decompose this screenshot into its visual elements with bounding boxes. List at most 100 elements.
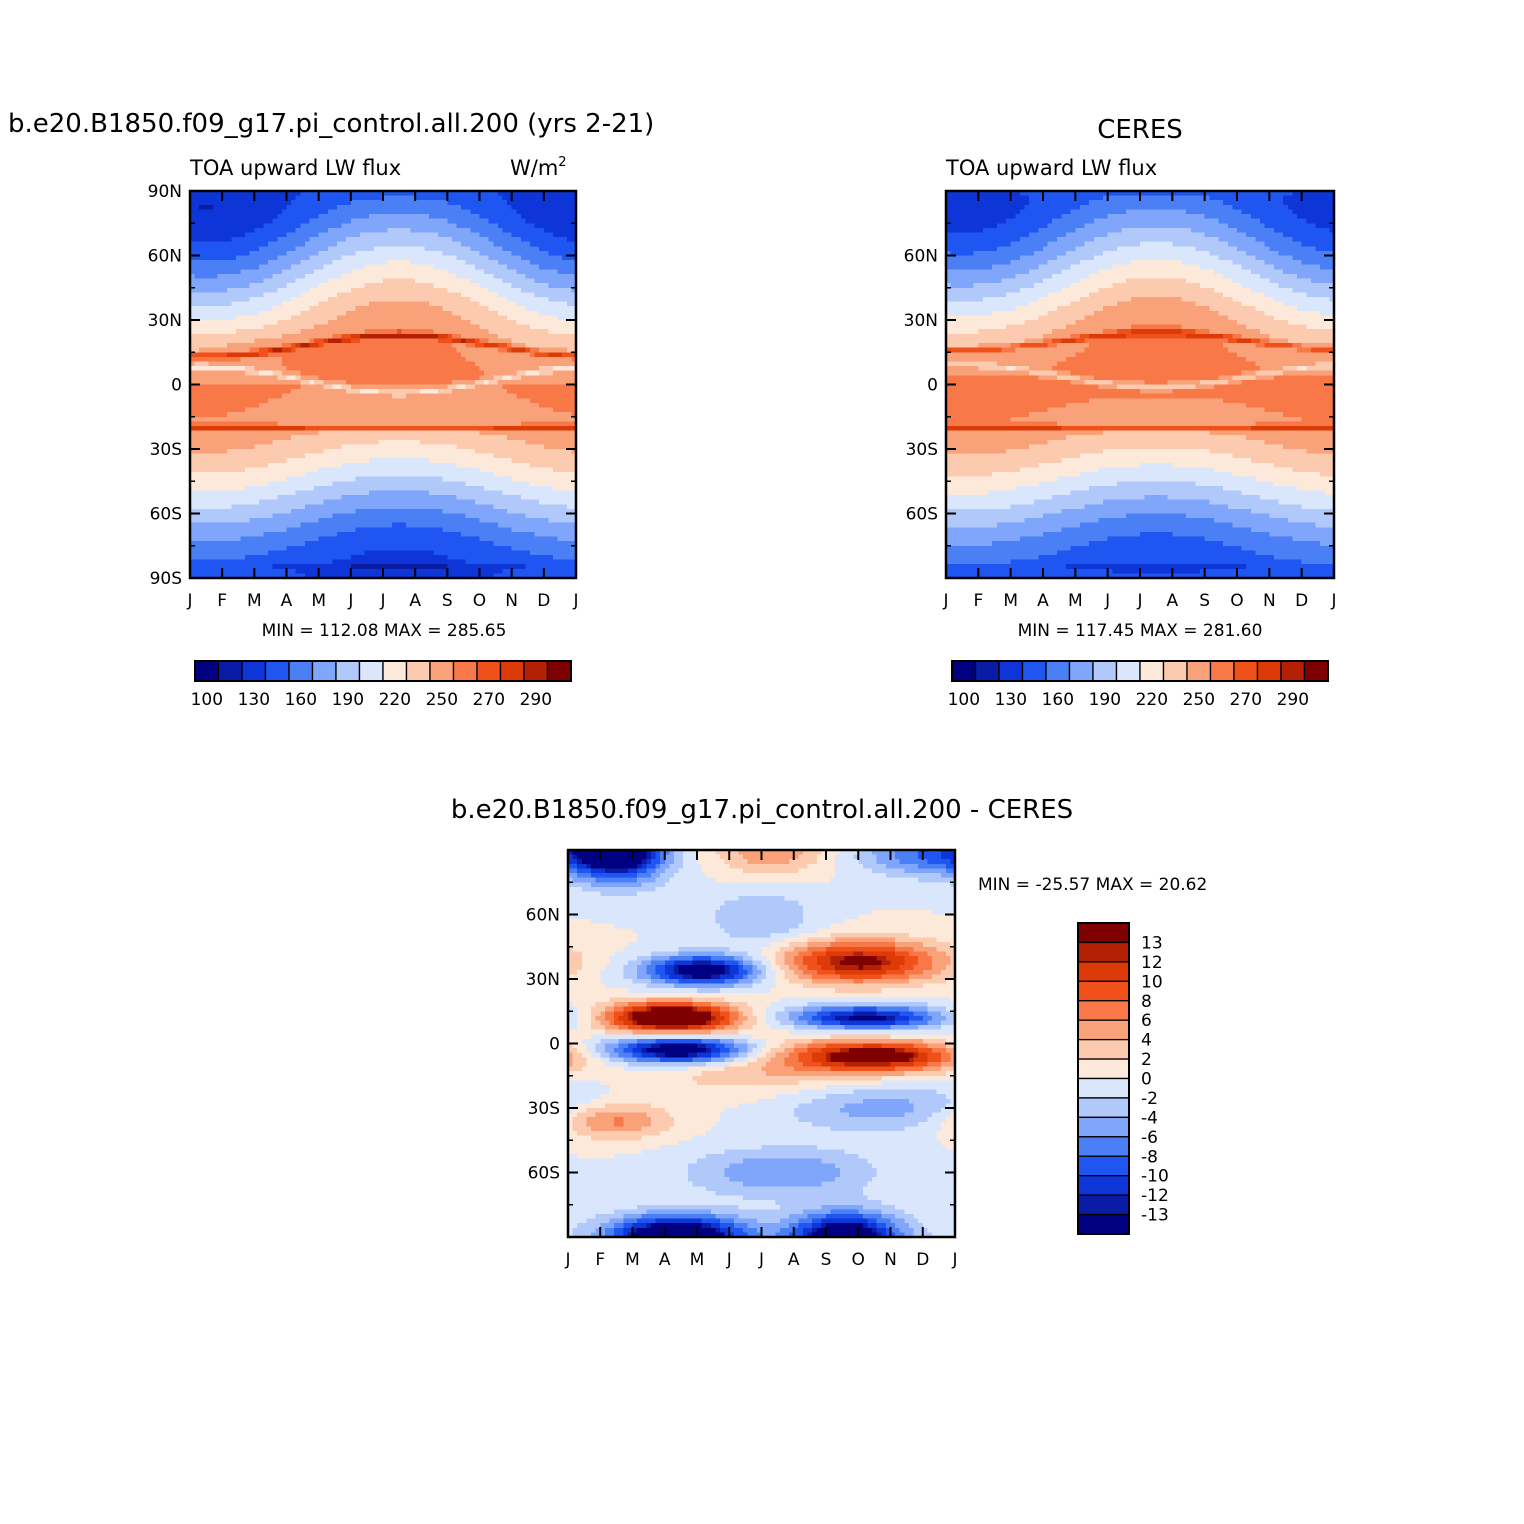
contour-cell <box>562 209 568 215</box>
contour-cell <box>291 218 297 224</box>
contour-cell <box>497 310 504 316</box>
contour-cell <box>268 389 274 395</box>
contour-cell <box>240 430 246 436</box>
contour-cell <box>557 260 563 266</box>
contour-cell <box>396 402 402 409</box>
contour-cell <box>364 352 370 358</box>
contour-cell <box>562 292 568 298</box>
contour-cell <box>222 306 228 312</box>
contour-cell <box>309 366 315 372</box>
contour-cell <box>493 324 499 330</box>
contour-cell <box>442 292 448 298</box>
contour-cell <box>451 315 458 321</box>
contour-cell <box>258 310 265 316</box>
contour-cell <box>502 237 508 243</box>
contour-cell <box>203 329 209 335</box>
contour-cell <box>203 260 209 266</box>
contour-cell <box>258 287 265 293</box>
contour-cell <box>373 250 380 257</box>
contour-cell <box>355 393 361 399</box>
contour-cell <box>304 449 311 455</box>
contour-cell <box>543 439 550 445</box>
contour-cell <box>212 416 219 422</box>
contour-cell <box>222 347 228 353</box>
contour-cell <box>254 237 260 243</box>
contour-cell <box>240 329 246 335</box>
contour-cell <box>199 393 205 399</box>
contour-cell <box>442 453 448 459</box>
contour-cell <box>360 338 366 344</box>
contour-cell <box>525 435 531 441</box>
contour-cell <box>415 430 421 436</box>
contour-cell <box>511 246 517 252</box>
contour-cell <box>566 361 573 367</box>
contour-cell <box>254 269 260 275</box>
contour-cell <box>341 287 347 293</box>
contour-cell <box>392 356 398 363</box>
contour-cell <box>461 407 467 413</box>
contour-cell <box>474 343 481 349</box>
contour-cell <box>286 223 292 229</box>
contour-cell <box>548 458 554 464</box>
contour-cell <box>401 398 407 404</box>
contour-cell <box>410 379 416 386</box>
contour-cell <box>254 292 260 298</box>
contour-cell <box>332 402 338 409</box>
contour-cell <box>304 425 311 432</box>
contour-cell <box>217 379 223 386</box>
contour-cell <box>222 439 228 445</box>
contour-cell <box>373 407 380 413</box>
contour-cell <box>433 356 439 363</box>
contour-cell <box>507 237 513 243</box>
contour-cell <box>451 301 458 307</box>
contour-cell <box>557 278 563 284</box>
contour-cell <box>364 343 370 349</box>
contour-cell <box>516 195 522 201</box>
contour-cell <box>304 402 311 409</box>
contour-cell <box>245 458 251 464</box>
contour-cell <box>383 237 389 243</box>
contour-cell <box>286 366 292 372</box>
contour-cell <box>341 347 347 353</box>
contour-cell <box>438 425 444 432</box>
contour-cell <box>291 250 297 257</box>
contour-cell <box>295 444 301 450</box>
contour-cell <box>530 287 536 293</box>
contour-cell <box>208 218 214 224</box>
contour-cell <box>350 384 357 390</box>
contour-cell <box>208 255 214 261</box>
contour-cell <box>566 444 573 450</box>
contour-cell <box>268 430 274 436</box>
contour-cell <box>548 375 554 381</box>
contour-cell <box>373 366 380 372</box>
contour-cell <box>350 453 357 459</box>
contour-cell <box>516 453 522 459</box>
contour-cell <box>557 310 563 316</box>
contour-cell <box>520 453 527 459</box>
contour-cell <box>539 246 545 252</box>
contour-cell <box>309 379 315 386</box>
contour-cell <box>507 241 513 247</box>
contour-cell <box>249 421 255 427</box>
contour-cell <box>226 444 232 450</box>
contour-cell <box>304 223 311 229</box>
contour-cell <box>562 232 568 238</box>
contour-cell <box>516 356 522 363</box>
contour-cell <box>300 273 306 280</box>
contour-cell <box>369 264 375 270</box>
contour-cell <box>507 283 513 289</box>
contour-cell <box>341 324 347 330</box>
contour-cell <box>341 439 347 445</box>
contour-cell <box>318 393 324 399</box>
contour-cell <box>502 435 508 441</box>
contour-cell <box>272 273 278 280</box>
contour-cell <box>539 343 545 349</box>
contour-cell <box>254 223 260 229</box>
contour-cell <box>548 260 554 266</box>
contour-cell <box>474 310 481 316</box>
contour-cell <box>314 310 320 316</box>
contour-cell <box>484 260 490 266</box>
contour-cell <box>415 255 421 261</box>
contour-cell <box>415 343 421 349</box>
contour-cell <box>314 329 320 335</box>
